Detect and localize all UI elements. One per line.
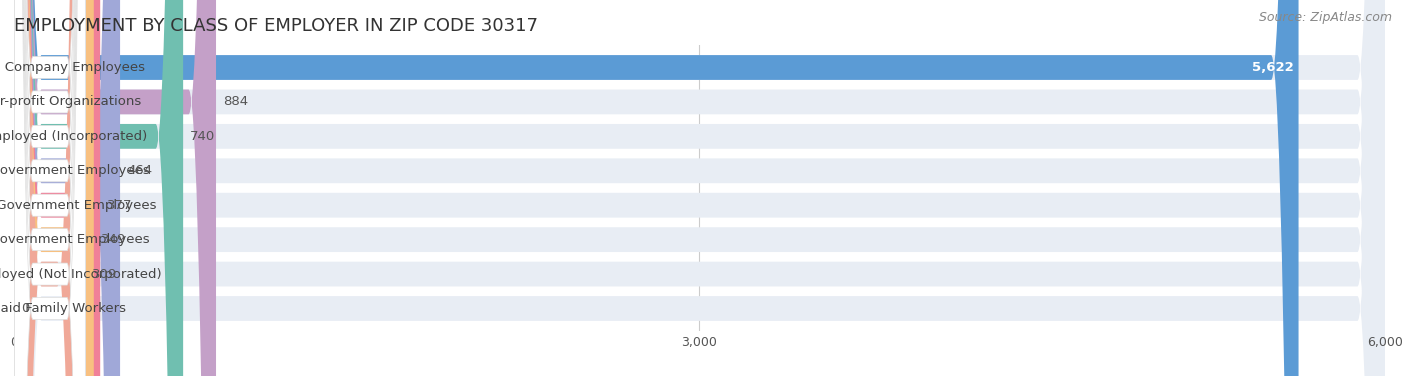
- Text: State Government Employees: State Government Employees: [0, 233, 150, 246]
- Text: Self-Employed (Incorporated): Self-Employed (Incorporated): [0, 130, 148, 143]
- Text: Unpaid Family Workers: Unpaid Family Workers: [0, 302, 127, 315]
- FancyBboxPatch shape: [14, 0, 84, 376]
- FancyBboxPatch shape: [14, 0, 86, 376]
- Text: 5,622: 5,622: [1253, 61, 1294, 74]
- Text: 377: 377: [107, 199, 132, 212]
- Text: 349: 349: [101, 233, 127, 246]
- FancyBboxPatch shape: [14, 0, 86, 376]
- FancyBboxPatch shape: [14, 0, 1299, 376]
- Text: Local Government Employees: Local Government Employees: [0, 164, 149, 177]
- FancyBboxPatch shape: [14, 0, 86, 376]
- FancyBboxPatch shape: [14, 0, 86, 376]
- Text: Not-for-profit Organizations: Not-for-profit Organizations: [0, 96, 141, 108]
- FancyBboxPatch shape: [14, 0, 1385, 376]
- Text: Federal Government Employees: Federal Government Employees: [0, 199, 156, 212]
- Text: Source: ZipAtlas.com: Source: ZipAtlas.com: [1258, 11, 1392, 24]
- FancyBboxPatch shape: [14, 0, 94, 376]
- FancyBboxPatch shape: [14, 0, 1385, 376]
- FancyBboxPatch shape: [14, 0, 217, 376]
- FancyBboxPatch shape: [14, 0, 1385, 376]
- Text: Private Company Employees: Private Company Employees: [0, 61, 145, 74]
- Text: 884: 884: [224, 96, 247, 108]
- Text: 309: 309: [91, 268, 117, 280]
- FancyBboxPatch shape: [14, 0, 183, 376]
- Text: 464: 464: [127, 164, 152, 177]
- Text: EMPLOYMENT BY CLASS OF EMPLOYER IN ZIP CODE 30317: EMPLOYMENT BY CLASS OF EMPLOYER IN ZIP C…: [14, 17, 538, 35]
- FancyBboxPatch shape: [14, 0, 1385, 376]
- FancyBboxPatch shape: [14, 0, 1385, 376]
- FancyBboxPatch shape: [14, 0, 120, 376]
- FancyBboxPatch shape: [14, 0, 1385, 376]
- FancyBboxPatch shape: [14, 0, 86, 376]
- FancyBboxPatch shape: [14, 0, 1385, 376]
- FancyBboxPatch shape: [14, 0, 86, 376]
- FancyBboxPatch shape: [14, 0, 1385, 376]
- Text: 0: 0: [21, 302, 30, 315]
- FancyBboxPatch shape: [14, 0, 86, 376]
- Text: 740: 740: [190, 130, 215, 143]
- Text: Self-Employed (Not Incorporated): Self-Employed (Not Incorporated): [0, 268, 162, 280]
- FancyBboxPatch shape: [14, 0, 100, 376]
- FancyBboxPatch shape: [14, 0, 86, 376]
